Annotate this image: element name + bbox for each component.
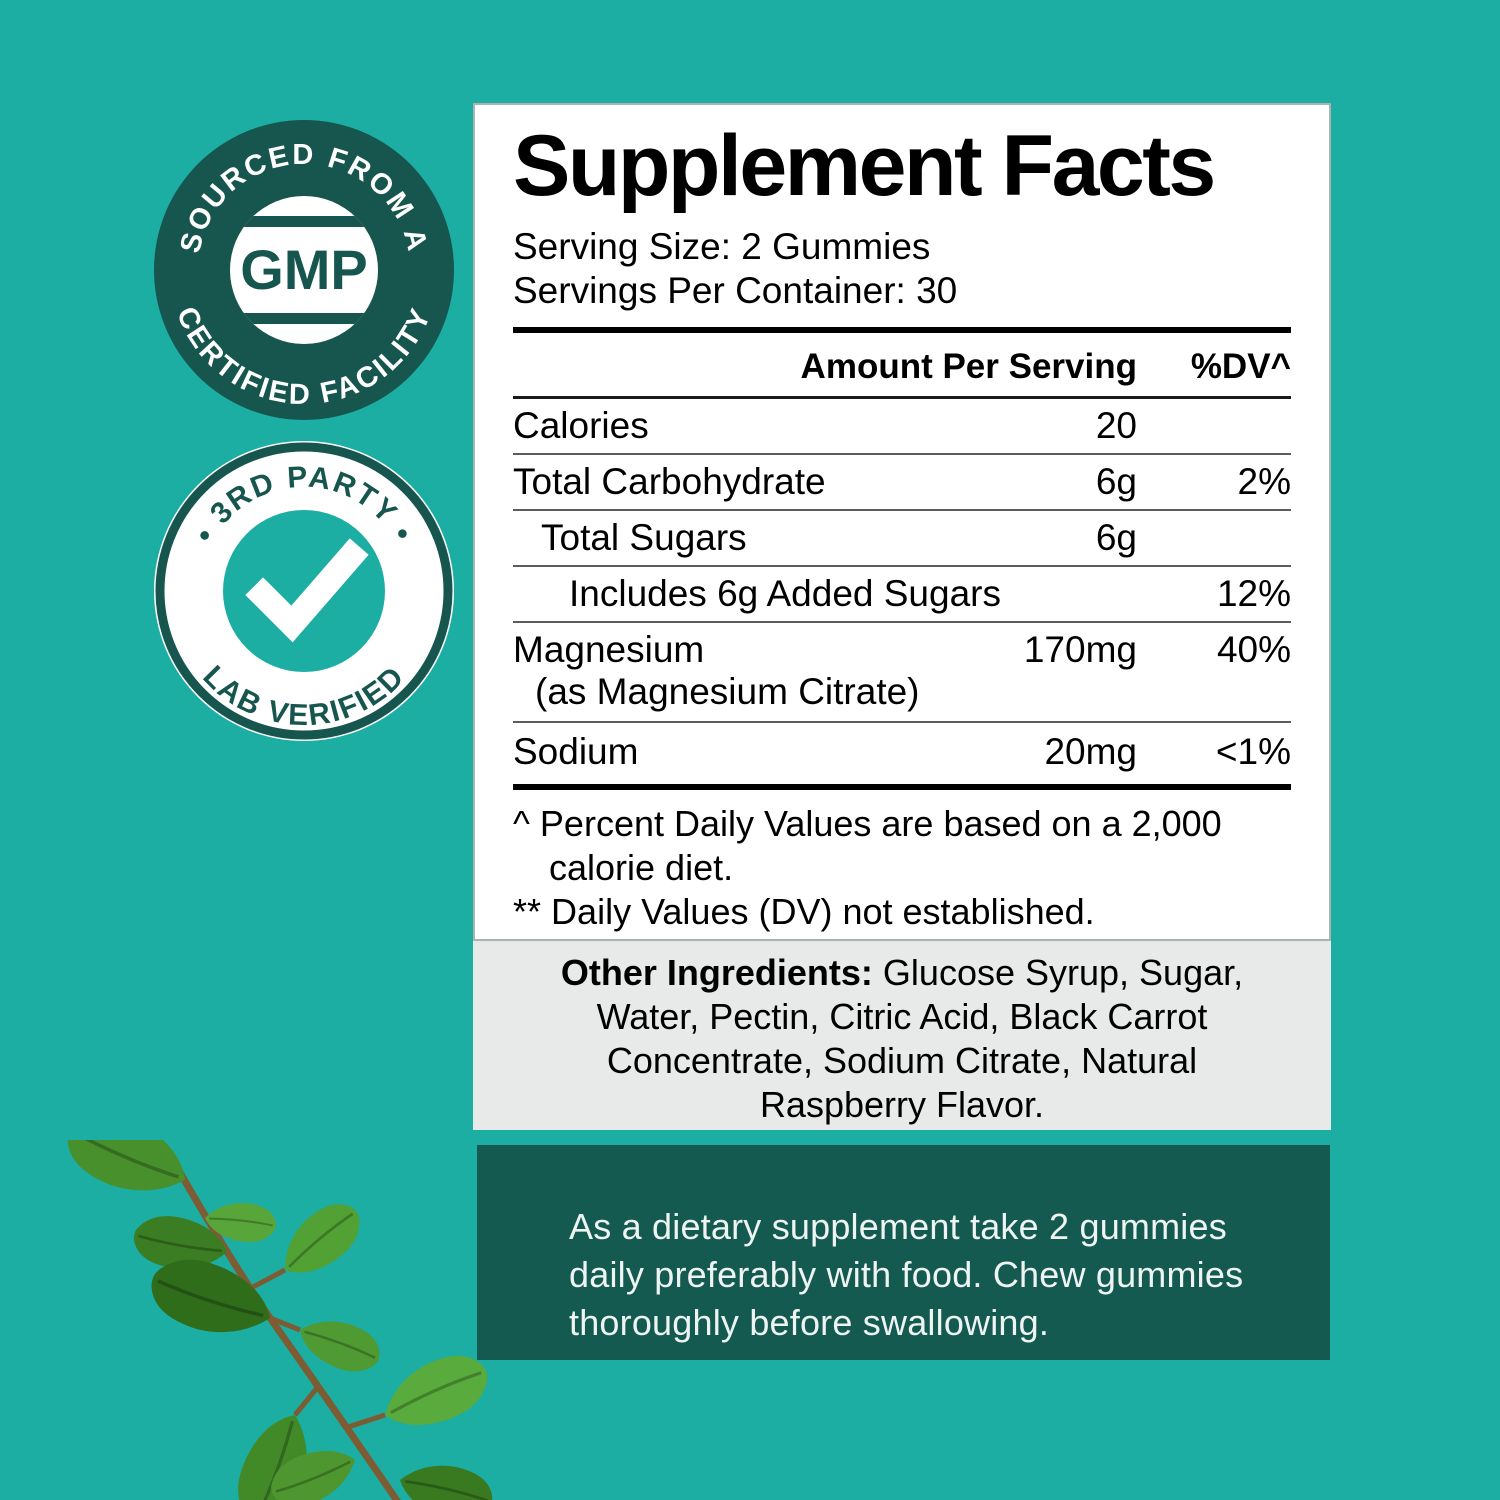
lab-badge-inner-circle: [223, 510, 385, 672]
lab-badge-graphic: • 3RD PARTY • LAB VERIFIED: [154, 441, 454, 741]
nutrient-name: Total Sugars: [541, 517, 747, 558]
table-row: Total Sugars 6g: [513, 511, 1291, 567]
nutrient-dv: <1%: [1215, 731, 1291, 772]
gmp-certified-badge: GMP SOURCED FROM A CERTIFIED FACILITY: [150, 116, 458, 424]
table-row: Calories 20: [513, 399, 1291, 455]
leaf-branch-image: [55, 1140, 535, 1500]
table-header-row: Amount Per Serving %DV^: [513, 333, 1291, 399]
nutrient-amount: 6g: [1095, 517, 1137, 558]
divider-thick-top: [513, 327, 1291, 333]
nutrient-dv: 12%: [1216, 573, 1291, 614]
servings-per-container: Servings Per Container: 30: [513, 270, 958, 311]
nutrient-name: Calories: [513, 405, 649, 446]
nutrient-name: Total Carbohydrate: [513, 461, 826, 502]
column-header-amount: Amount Per Serving: [800, 347, 1137, 386]
nutrient-name: Includes 6g Added Sugars: [569, 573, 1001, 614]
leaf: [55, 1140, 201, 1215]
gmp-badge-inner-circle: [230, 196, 378, 344]
column-header-dv: %DV^: [1190, 347, 1291, 386]
gmp-badge-graphic: GMP SOURCED FROM A CERTIFIED FACILITY: [154, 120, 454, 420]
lab-badge-ring: [155, 442, 453, 740]
nutrient-dv: 2%: [1237, 461, 1291, 502]
nutrient-name: Sodium: [513, 731, 639, 772]
lab-verified-badge: • 3RD PARTY • LAB VERIFIED: [150, 437, 458, 745]
other-ingredients-label: Other Ingredients:: [560, 952, 873, 993]
footnote: ** Daily Values (DV) not established.: [513, 891, 1095, 932]
table-row: Magnesium (as Magnesium Citrate) 170mg 4…: [513, 623, 1291, 723]
serving-size: Serving Size: 2 Gummies: [513, 226, 931, 267]
footnote: ^ Percent Daily Values are based on a 2,…: [513, 803, 1222, 888]
nutrient-amount: 170mg: [1023, 629, 1137, 670]
other-ingredients-text: Glucose Syrup, Sugar, Water, Pectin, Cit…: [596, 952, 1244, 1125]
supplement-facts-panel: Supplement Facts Serving Size: 2 Gummies…: [473, 103, 1331, 941]
leaf: [371, 1342, 500, 1443]
leaf: [267, 1190, 374, 1290]
table-row: Sodium 20mg <1%: [513, 723, 1291, 784]
table-row: Total Carbohydrate 6g 2%: [513, 455, 1291, 511]
gmp-badge-bars: [230, 216, 378, 324]
other-ingredients-panel: Other Ingredients: Glucose Syrup, Sugar,…: [473, 941, 1331, 1130]
gmp-badge-center-text: GMP: [240, 238, 368, 301]
nutrient-dv: 40%: [1216, 629, 1291, 670]
branch-twigs: [249, 1267, 386, 1431]
directions-panel: As a dietary supplement take 2 gummies d…: [477, 1145, 1330, 1360]
footnotes: ^ Percent Daily Values are based on a 2,…: [513, 802, 1291, 934]
nutrient-detail: (as Magnesium Citrate): [535, 671, 920, 712]
checkmark-icon: [245, 538, 369, 643]
leaf-branch-graphic: [55, 1140, 500, 1500]
nutrient-name: Magnesium (as Magnesium Citrate): [513, 631, 1024, 713]
table-row: Includes 6g Added Sugars 12%: [513, 567, 1291, 623]
divider-thick-bottom: [513, 784, 1291, 790]
supplement-facts-title: Supplement Facts: [513, 118, 1216, 214]
directions-text: As a dietary supplement take 2 gummies d…: [569, 1206, 1244, 1343]
leaf: [392, 1452, 500, 1500]
nutrient-amount: 20mg: [1044, 731, 1137, 772]
nutrient-amount: 20: [1095, 405, 1137, 446]
nutrient-amount: 6g: [1095, 461, 1137, 502]
